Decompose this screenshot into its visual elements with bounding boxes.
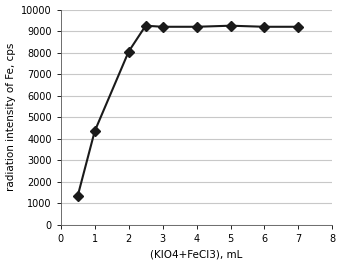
X-axis label: (KIO4+FeCl3), mL: (KIO4+FeCl3), mL: [150, 249, 243, 259]
Y-axis label: radiation intensity of Fe, cps: radiation intensity of Fe, cps: [5, 43, 16, 191]
